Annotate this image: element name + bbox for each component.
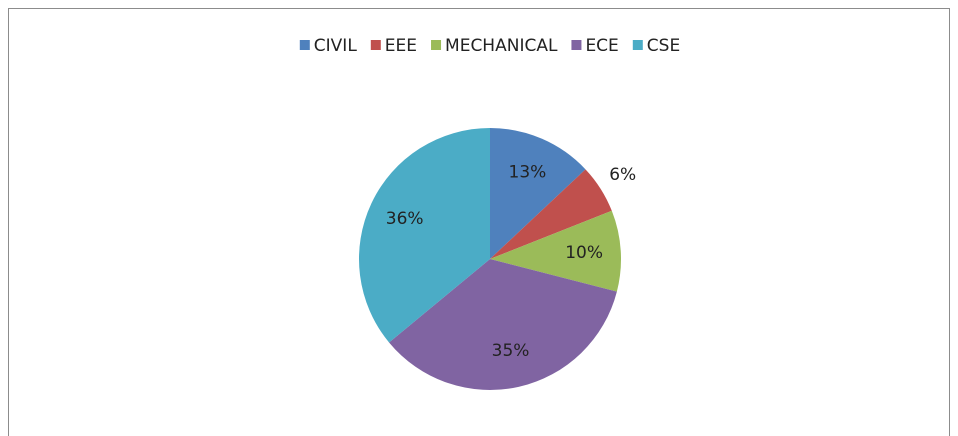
pie-slice bbox=[389, 259, 617, 390]
data-label: 6% bbox=[609, 165, 636, 185]
data-label: 10% bbox=[565, 243, 603, 263]
legend-label: CIVIL bbox=[314, 36, 358, 56]
legend-swatch bbox=[431, 40, 442, 50]
pie-slice bbox=[490, 169, 612, 259]
legend-label: MECHANICAL bbox=[445, 36, 558, 56]
legend-label: CSE bbox=[647, 36, 680, 56]
legend: CIVIL EEE MECHANICAL ECE CSE bbox=[299, 36, 680, 56]
data-label: 36% bbox=[386, 209, 424, 229]
pie-slice bbox=[490, 128, 586, 259]
data-label: 13% bbox=[509, 162, 547, 182]
legend-label: EEE bbox=[385, 36, 417, 56]
legend-swatch bbox=[370, 40, 381, 50]
pie-slice bbox=[359, 127, 490, 343]
data-label: 35% bbox=[492, 341, 530, 361]
legend-swatch bbox=[299, 40, 310, 50]
legend-swatch bbox=[632, 40, 643, 50]
legend-label: ECE bbox=[585, 36, 618, 56]
legend-swatch bbox=[571, 40, 582, 50]
pie-slice bbox=[490, 210, 621, 292]
